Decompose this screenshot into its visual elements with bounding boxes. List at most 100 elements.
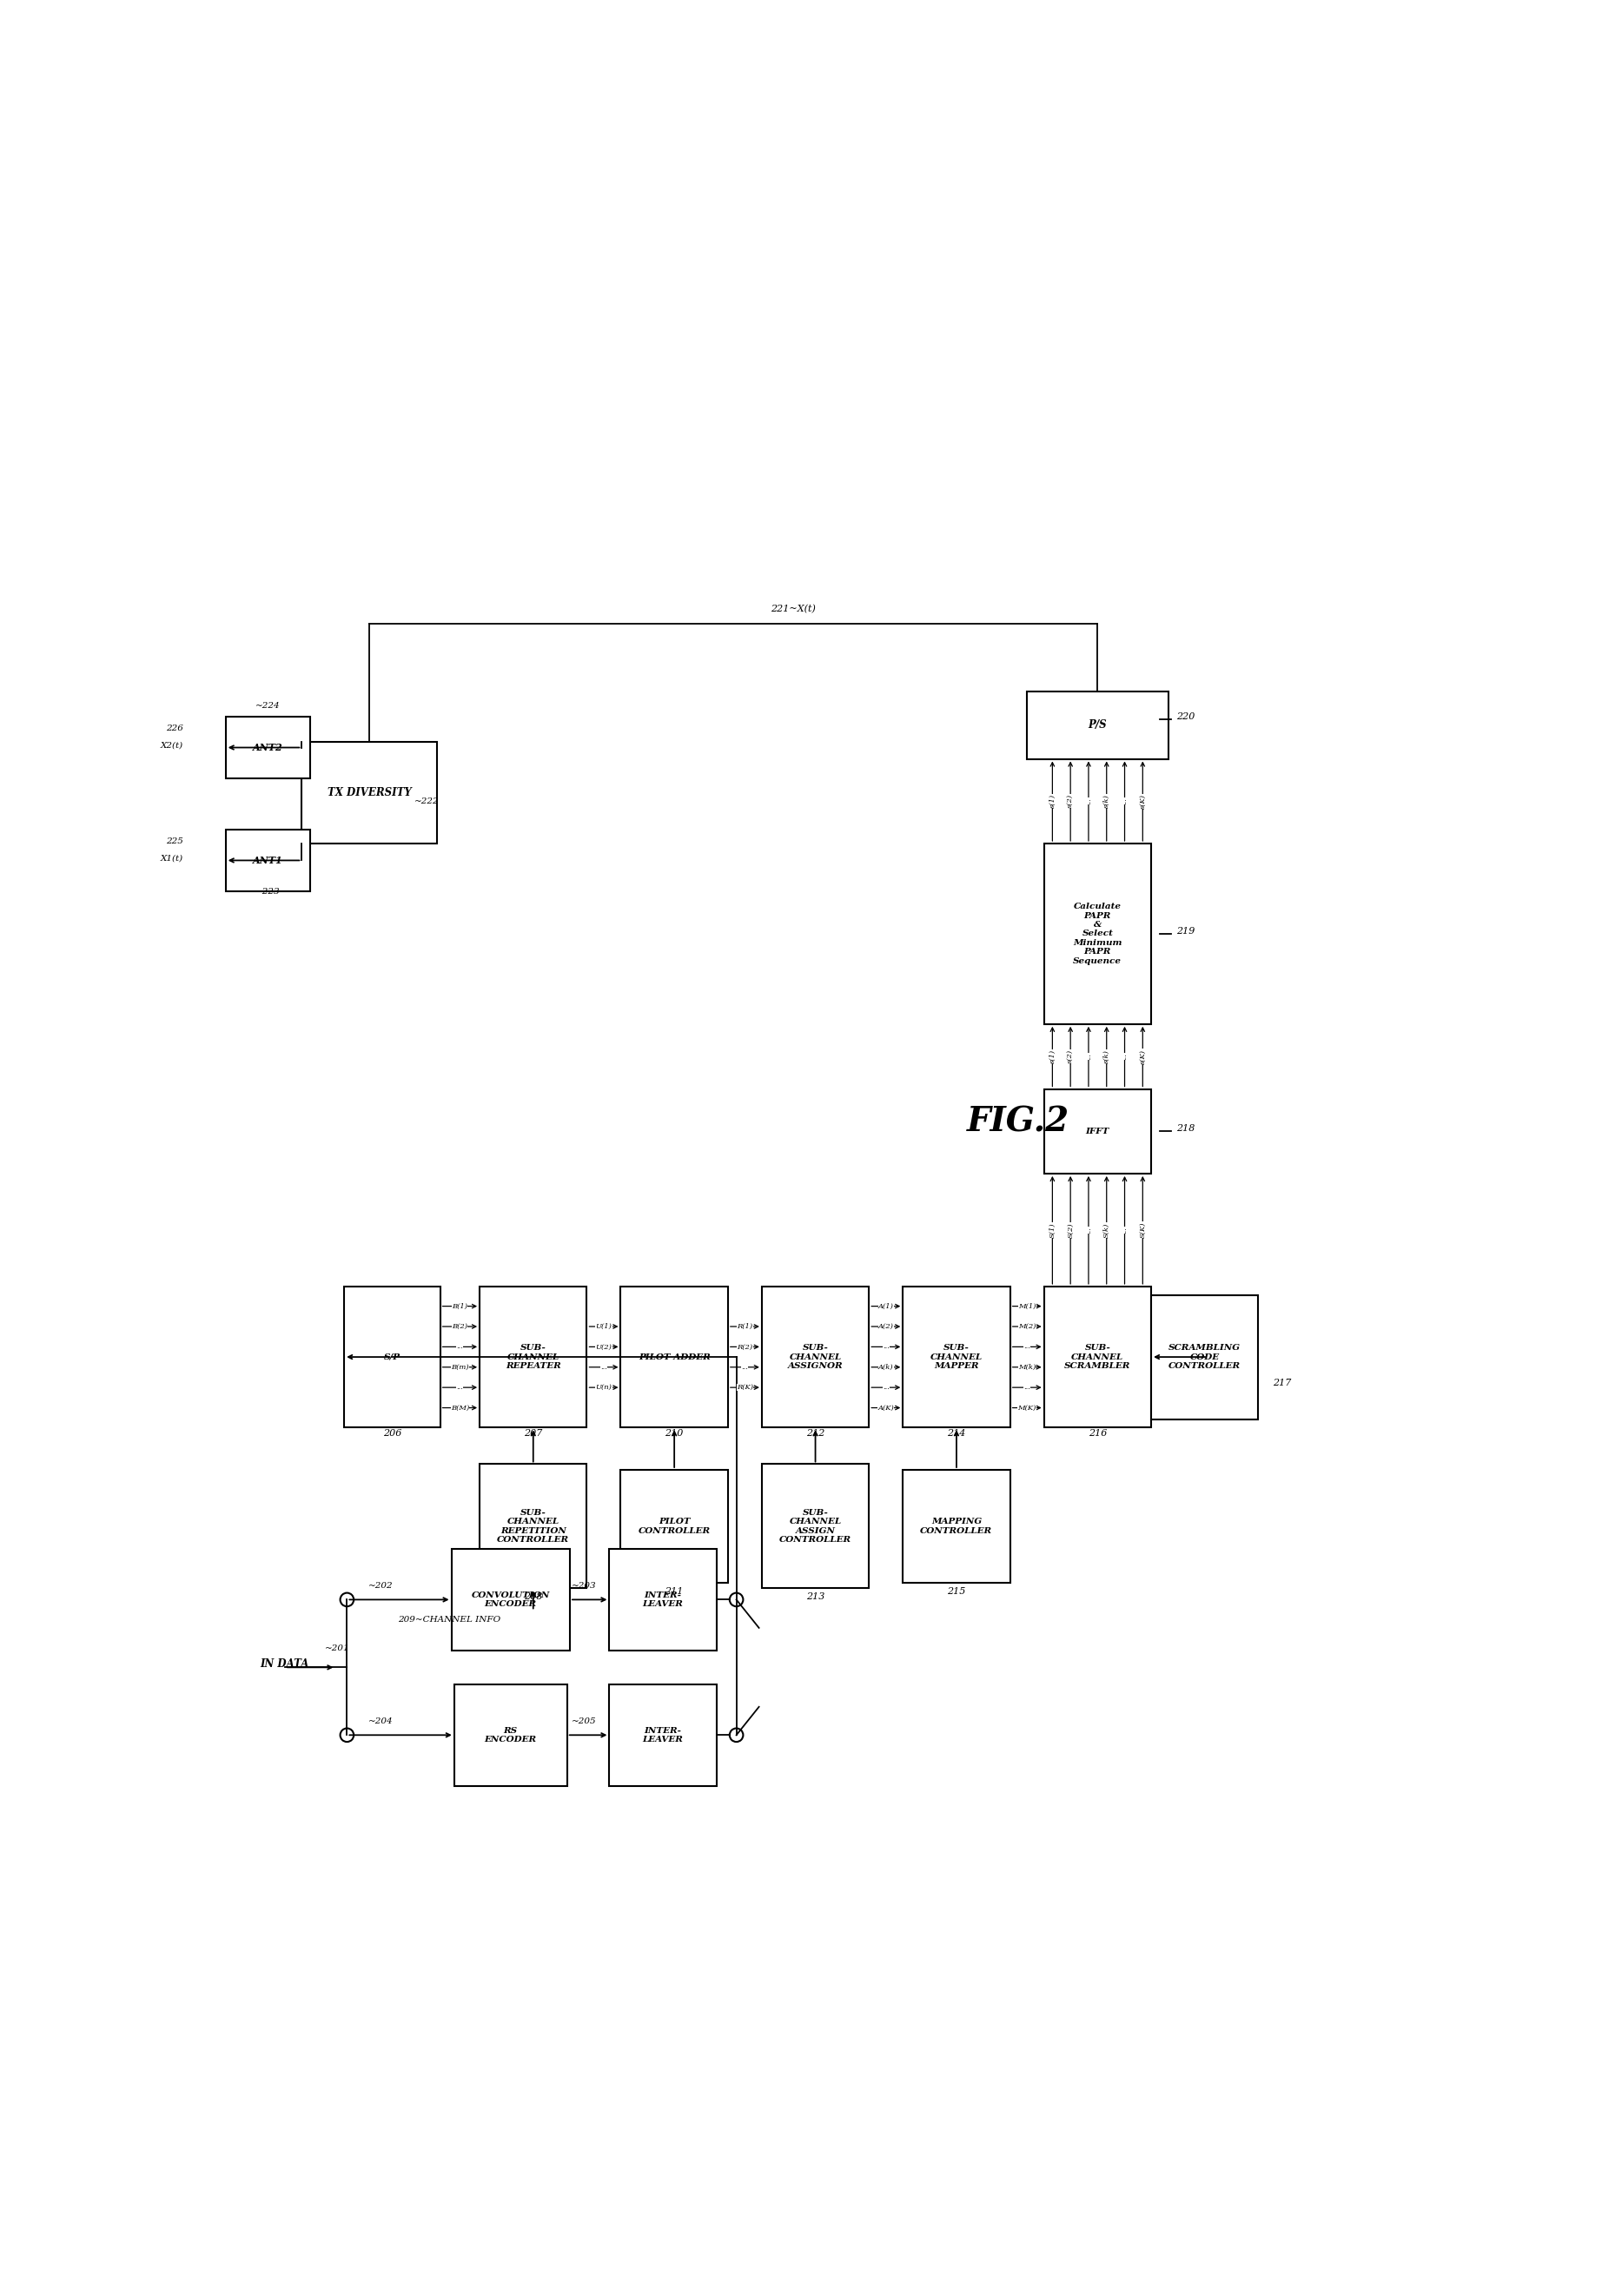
Text: ...: ... xyxy=(601,1364,607,1371)
FancyBboxPatch shape xyxy=(609,1550,716,1651)
Text: ~203: ~203 xyxy=(572,1582,596,1591)
Text: 214: 214 xyxy=(947,1428,966,1437)
Text: P/S: P/S xyxy=(1088,719,1107,730)
Text: ...: ... xyxy=(742,1364,748,1371)
FancyBboxPatch shape xyxy=(479,1465,586,1589)
Text: 219: 219 xyxy=(1176,928,1195,934)
Text: PILOT ADDER: PILOT ADDER xyxy=(638,1352,710,1362)
Text: 218: 218 xyxy=(1176,1125,1195,1132)
FancyBboxPatch shape xyxy=(1152,1295,1259,1419)
Text: S(1): S(1) xyxy=(1049,1221,1056,1238)
Text: 210: 210 xyxy=(665,1428,684,1437)
Text: ...: ... xyxy=(1121,1226,1128,1233)
Text: ~222: ~222 xyxy=(415,799,439,806)
Text: s(K): s(K) xyxy=(1139,794,1145,808)
Text: R(1): R(1) xyxy=(737,1322,753,1329)
Text: U(2): U(2) xyxy=(596,1343,612,1350)
Text: X1(t): X1(t) xyxy=(160,854,183,861)
Text: s(k): s(k) xyxy=(1104,1049,1110,1063)
Text: 215: 215 xyxy=(947,1587,966,1596)
Text: s(2): s(2) xyxy=(1067,794,1073,808)
Text: 211: 211 xyxy=(665,1587,684,1596)
Text: INTER-
LEAVER: INTER- LEAVER xyxy=(642,1727,684,1743)
Text: MAPPING
CONTROLLER: MAPPING CONTROLLER xyxy=(921,1518,993,1534)
Text: 226: 226 xyxy=(167,726,183,732)
Text: FIG.2: FIG.2 xyxy=(968,1104,1070,1139)
FancyBboxPatch shape xyxy=(452,1550,570,1651)
FancyBboxPatch shape xyxy=(226,829,311,891)
Text: A(1): A(1) xyxy=(878,1302,894,1309)
Text: S/P: S/P xyxy=(384,1352,400,1362)
Text: 217: 217 xyxy=(1272,1378,1291,1387)
Text: A(k): A(k) xyxy=(878,1364,894,1371)
FancyBboxPatch shape xyxy=(763,1286,868,1428)
Text: SUB-
CHANNEL
REPEATER: SUB- CHANNEL REPEATER xyxy=(506,1343,561,1371)
Text: M(1): M(1) xyxy=(1019,1302,1036,1309)
Text: A(2): A(2) xyxy=(878,1322,894,1329)
Text: s(k): s(k) xyxy=(1104,794,1110,808)
FancyBboxPatch shape xyxy=(344,1286,441,1428)
Text: PILOT
CONTROLLER: PILOT CONTROLLER xyxy=(638,1518,710,1534)
Text: SCRAMBLING
CODE
CONTROLLER: SCRAMBLING CODE CONTROLLER xyxy=(1169,1343,1242,1371)
Text: ~205: ~205 xyxy=(572,1717,596,1727)
Text: 220: 220 xyxy=(1176,712,1195,721)
Text: B(M): B(M) xyxy=(450,1405,469,1412)
Text: 221~X(t): 221~X(t) xyxy=(771,604,815,613)
FancyBboxPatch shape xyxy=(1045,843,1152,1024)
FancyBboxPatch shape xyxy=(904,1469,1011,1582)
Text: TX DIVERSITY: TX DIVERSITY xyxy=(327,788,412,799)
Text: INTER-
LEAVER: INTER- LEAVER xyxy=(642,1591,684,1607)
Text: ~224: ~224 xyxy=(256,703,280,709)
Text: 208: 208 xyxy=(524,1593,543,1600)
Text: ~204: ~204 xyxy=(368,1717,392,1727)
FancyBboxPatch shape xyxy=(609,1685,716,1786)
FancyBboxPatch shape xyxy=(904,1286,1011,1428)
Text: ~201: ~201 xyxy=(324,1644,349,1653)
Text: CONVOLUTION
ENCODER: CONVOLUTION ENCODER xyxy=(471,1591,549,1607)
Text: ...: ... xyxy=(1121,797,1128,804)
Text: ...: ... xyxy=(1085,1054,1093,1061)
FancyBboxPatch shape xyxy=(1045,1088,1152,1173)
Text: ...: ... xyxy=(883,1343,889,1350)
Text: S(K): S(K) xyxy=(1139,1221,1145,1238)
FancyBboxPatch shape xyxy=(479,1286,586,1428)
Text: ...: ... xyxy=(1024,1343,1030,1350)
FancyBboxPatch shape xyxy=(620,1469,727,1582)
Text: M(k): M(k) xyxy=(1019,1364,1036,1371)
Text: U(n): U(n) xyxy=(596,1384,612,1391)
Text: 213: 213 xyxy=(806,1593,825,1600)
Text: s(1): s(1) xyxy=(1049,794,1056,808)
Text: RS
ENCODER: RS ENCODER xyxy=(484,1727,537,1743)
Text: Calculate
PAPR
&
Select
Minimum
PAPR
Sequence: Calculate PAPR & Select Minimum PAPR Seq… xyxy=(1073,902,1121,964)
Text: ...: ... xyxy=(1085,797,1093,804)
Text: R(K): R(K) xyxy=(737,1384,753,1391)
Text: SUB-
CHANNEL
ASSIGNOR: SUB- CHANNEL ASSIGNOR xyxy=(788,1343,843,1371)
Text: s(1): s(1) xyxy=(1049,1049,1056,1063)
Text: 207: 207 xyxy=(524,1428,543,1437)
Text: ~202: ~202 xyxy=(368,1582,392,1591)
Text: ...: ... xyxy=(1024,1384,1030,1391)
FancyBboxPatch shape xyxy=(301,742,437,843)
Text: S(k): S(k) xyxy=(1104,1221,1110,1238)
Text: SUB-
CHANNEL
ASSIGN
CONTROLLER: SUB- CHANNEL ASSIGN CONTROLLER xyxy=(779,1508,852,1543)
Text: 212: 212 xyxy=(806,1428,825,1437)
FancyBboxPatch shape xyxy=(455,1685,567,1786)
Text: 206: 206 xyxy=(383,1428,402,1437)
Text: M(2): M(2) xyxy=(1019,1322,1036,1329)
Text: X2(t): X2(t) xyxy=(160,742,183,748)
Text: B(2): B(2) xyxy=(452,1322,468,1329)
FancyBboxPatch shape xyxy=(763,1465,868,1589)
Text: B(m): B(m) xyxy=(450,1364,469,1371)
Text: ANT1: ANT1 xyxy=(253,856,284,866)
Text: U(1): U(1) xyxy=(596,1322,612,1329)
Text: 225: 225 xyxy=(167,838,183,845)
Text: 216: 216 xyxy=(1088,1428,1107,1437)
Text: S(2): S(2) xyxy=(1067,1221,1073,1238)
Text: ...: ... xyxy=(457,1384,463,1391)
Text: ...: ... xyxy=(883,1384,889,1391)
Text: SUB-
CHANNEL
REPETITION
CONTROLLER: SUB- CHANNEL REPETITION CONTROLLER xyxy=(497,1508,569,1543)
FancyBboxPatch shape xyxy=(1045,1286,1152,1428)
Text: 209~CHANNEL INFO: 209~CHANNEL INFO xyxy=(397,1616,500,1623)
Text: ...: ... xyxy=(1085,1226,1093,1233)
Text: ANT2: ANT2 xyxy=(253,744,284,753)
